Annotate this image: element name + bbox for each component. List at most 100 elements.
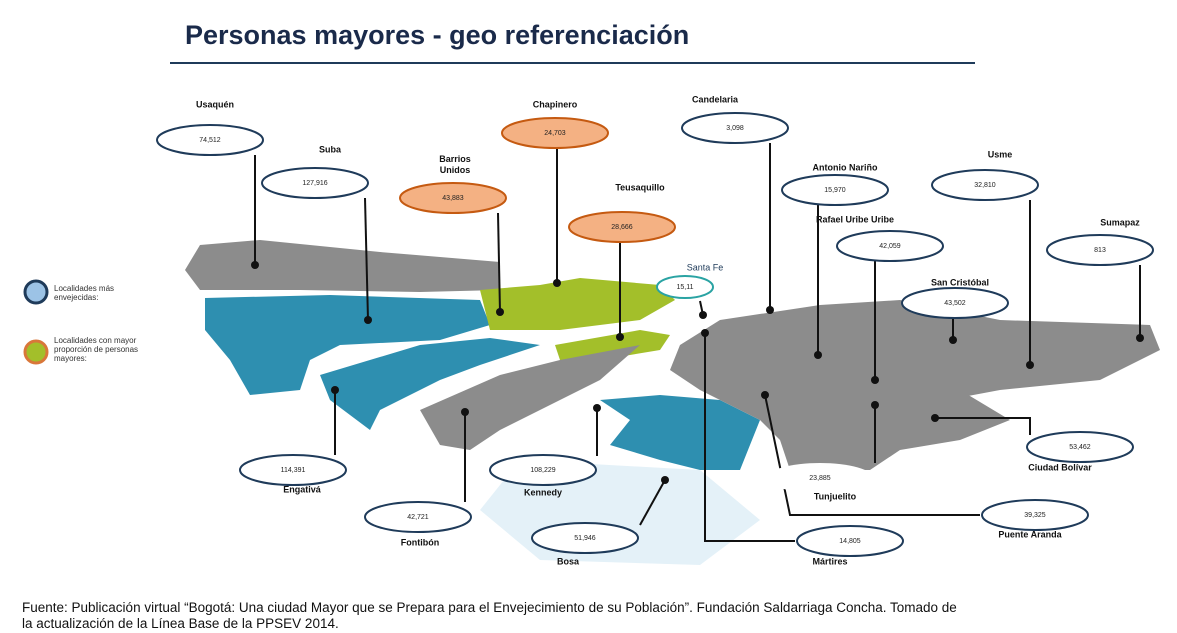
- value-label: 114,391: [281, 467, 306, 474]
- value-bubble: [981, 499, 1089, 531]
- value-bubble: [156, 124, 264, 156]
- value-bubble: [656, 275, 714, 299]
- point: [496, 308, 504, 316]
- source: Fuente: Publicación virtual “Bogotá: Una…: [22, 600, 957, 615]
- leader-line: [364, 197, 369, 321]
- value-bubble: [399, 182, 507, 214]
- legend-label: Localidades más envejecidas:: [54, 284, 115, 302]
- value-bubble: [767, 463, 873, 493]
- value-label: 108,229: [530, 467, 555, 474]
- value-bubble: [1026, 431, 1134, 463]
- point: [553, 279, 561, 287]
- point: [661, 476, 669, 484]
- point: [761, 391, 769, 399]
- value-label: 23,885: [809, 475, 831, 482]
- value-label: 127,916: [302, 180, 327, 187]
- value-label: 43,502: [944, 300, 966, 307]
- value-label: 24,703: [544, 130, 566, 137]
- point: [699, 311, 707, 319]
- value-bubble: [931, 169, 1039, 201]
- locality-name: Fontibón: [400, 537, 440, 548]
- value-label: 813: [1094, 247, 1106, 254]
- point: [931, 414, 939, 422]
- value-bubble: [239, 454, 347, 486]
- locality-name: Puente Aranda: [998, 529, 1062, 540]
- value-bubble: [781, 174, 889, 206]
- point: [364, 316, 372, 324]
- point: [871, 376, 879, 384]
- legend-label: Localidades con mayor proporción de pers…: [54, 336, 139, 363]
- region-teusaquillo: [555, 330, 670, 360]
- value-label: 42,059: [879, 243, 901, 250]
- locality-name: Kennedy: [523, 487, 562, 498]
- leader-line: [704, 333, 795, 542]
- region-north: [185, 240, 500, 292]
- legend-swatch: [23, 279, 49, 305]
- locality-name: San Cristóbal: [930, 277, 989, 288]
- leader-line: [639, 479, 666, 526]
- value-bubble: [501, 117, 609, 149]
- value-label: 39,325: [1024, 512, 1046, 519]
- value-label: 14,805: [839, 538, 861, 545]
- value-label: 51,946: [574, 535, 596, 542]
- locality-name: Engativá: [283, 484, 321, 495]
- point: [331, 386, 339, 394]
- value-label: 43,883: [442, 195, 464, 202]
- source: la actualización de la Línea Base de la …: [22, 616, 339, 631]
- point: [871, 401, 879, 409]
- point: [593, 404, 601, 412]
- value-label: 15,11: [677, 284, 694, 291]
- point: [701, 329, 709, 337]
- value-label: 15,970: [824, 187, 846, 194]
- locality-name: Bosa: [556, 556, 579, 567]
- legend-swatch: [23, 339, 49, 365]
- locality-name: Sumapaz: [1100, 217, 1140, 228]
- point: [1136, 334, 1144, 342]
- value-bubble: [1046, 234, 1154, 266]
- leader-line: [935, 417, 1031, 435]
- value-label: 42,721: [407, 514, 429, 521]
- locality-name: Usme: [987, 149, 1013, 160]
- region-southeast: [780, 390, 1010, 470]
- locality-name: Rafael Uribe Uribe: [815, 214, 895, 225]
- value-bubble: [901, 287, 1009, 319]
- region-kennedy: [600, 395, 760, 470]
- point: [251, 261, 259, 269]
- point: [1026, 361, 1034, 369]
- value-bubble: [568, 211, 676, 243]
- value-label: 74,512: [199, 137, 221, 144]
- value-bubble: [364, 501, 472, 533]
- leader-line: [497, 212, 501, 313]
- region-fontibon: [420, 345, 640, 450]
- locality-name: Suba: [318, 144, 341, 155]
- leader-line: [764, 394, 980, 516]
- value-bubble: [681, 112, 789, 144]
- locality-name: Barrios Unidos: [439, 154, 471, 175]
- value-label: 28,666: [611, 224, 633, 231]
- point: [766, 306, 774, 314]
- value-label: 3,098: [726, 125, 744, 132]
- locality-name: Santa Fe: [686, 262, 724, 273]
- region-engativa: [320, 338, 540, 430]
- locality-name: Antonio Nariño: [812, 162, 878, 173]
- point: [461, 408, 469, 416]
- point: [814, 351, 822, 359]
- value-label: 53,462: [1069, 444, 1091, 451]
- locality-name: Candelaria: [691, 94, 739, 105]
- value-label: 32,810: [974, 182, 996, 189]
- locality-name: Ciudad Bolívar: [1028, 462, 1092, 473]
- value-bubble: [836, 230, 944, 262]
- value-bubble: [489, 454, 597, 486]
- value-bubble: [261, 167, 369, 199]
- region-green: [480, 278, 675, 330]
- locality-name: Teusaquillo: [615, 182, 665, 193]
- region-suba: [205, 295, 490, 395]
- point: [949, 336, 957, 344]
- locality-name: Chapinero: [532, 99, 578, 110]
- locality-name: Usaquén: [195, 99, 234, 110]
- point: [616, 333, 624, 341]
- locality-name: Tunjuelito: [813, 491, 857, 502]
- value-bubble: [531, 522, 639, 554]
